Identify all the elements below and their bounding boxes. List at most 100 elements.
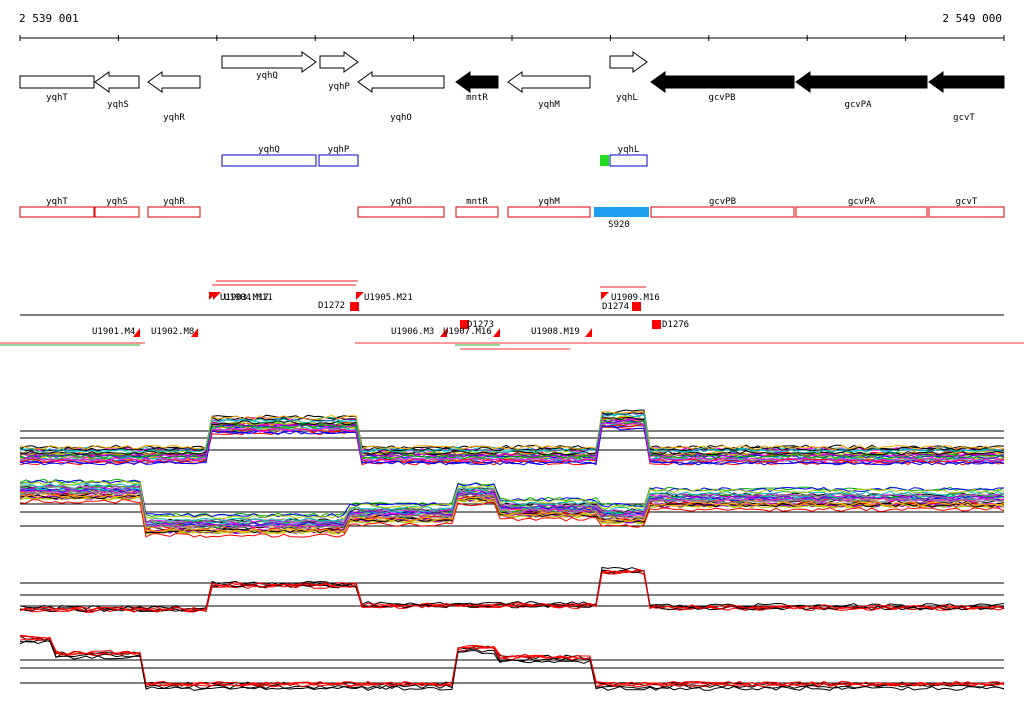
- breakpoint-marker[interactable]: [440, 328, 447, 337]
- reverse-feature-label-yqhM: yqhM: [538, 197, 560, 207]
- expression-panel-2-series: [19, 484, 1005, 524]
- expression-panel-3-series: [19, 570, 1005, 613]
- expression-panel-3-series: [19, 568, 1005, 612]
- reverse-feature-gcvPB[interactable]: [650, 206, 795, 218]
- expression-panel-1-series: [19, 411, 1005, 452]
- expression-panel-4-series: [19, 639, 1005, 690]
- breakpoint-label: U1905.M21: [364, 293, 413, 303]
- breakpoint-label: U1909.M16: [611, 293, 660, 303]
- breakpoint-label: U1907.M16: [443, 327, 492, 337]
- reverse-feature-gcvT[interactable]: [928, 206, 1005, 218]
- expression-panel-2-series: [19, 480, 1005, 520]
- forward-feature-yqhQ[interactable]: [221, 154, 317, 167]
- expression-panel-2-series: [19, 493, 1005, 533]
- forward-feature-yqhL[interactable]: [609, 154, 648, 167]
- expression-panel-1-series: [19, 410, 1005, 450]
- gene-arrow-gcvT[interactable]: [928, 71, 1005, 93]
- gene-arrow-mntR[interactable]: [455, 71, 499, 93]
- expression-panel-1-series: [19, 425, 1005, 466]
- breakpoint-marker[interactable]: [585, 328, 592, 337]
- expression-panel-1-series: [19, 424, 1005, 465]
- expression-panel-1-series: [19, 409, 1005, 450]
- reverse-feature-label-mntR: mntR: [466, 197, 488, 207]
- breakpoint-label: D1274: [602, 302, 629, 312]
- breakpoint-marker[interactable]: [652, 320, 661, 329]
- expression-panel-2-series: [19, 479, 1004, 519]
- end-coordinate: 2 549 000: [942, 12, 1002, 25]
- expression-panel-4-series: [19, 635, 1005, 687]
- reverse-feature-label-yqhS: yqhS: [106, 197, 128, 207]
- gene-arrow-yqhQ[interactable]: [221, 51, 317, 73]
- gene-arrow-gcvPB[interactable]: [650, 71, 795, 93]
- expression-panel-1-series: [19, 413, 1005, 454]
- breakpoint-marker[interactable]: [632, 302, 641, 311]
- gene-arrow-yqhP[interactable]: [319, 51, 359, 73]
- expression-panel-3-series: [19, 566, 1005, 610]
- reverse-feature-label-gcvPA: gcvPA: [848, 197, 876, 207]
- gene-label-yqhR: yqhR: [163, 113, 185, 123]
- gene-arrow-yqhR[interactable]: [147, 71, 201, 93]
- expression-panel-2-series: [19, 487, 1005, 527]
- breakpoint-label: D1272: [318, 301, 345, 311]
- reverse-feature-label-yqhO: yqhO: [390, 197, 412, 207]
- breakpoint-label: U1903.M17: [220, 293, 269, 303]
- breakpoint-label: U1902.M8: [151, 327, 194, 337]
- gene-label-gcvPA: gcvPA: [844, 100, 872, 110]
- expression-panel-1-series: [19, 423, 1005, 464]
- breakpoint-marker[interactable]: [213, 292, 221, 300]
- reverse-feature-yqhR[interactable]: [147, 206, 201, 218]
- forward-feature-yqhP[interactable]: [318, 154, 359, 167]
- breakpoint-marker[interactable]: [350, 302, 359, 311]
- small-rna-label: S920: [608, 220, 630, 230]
- gene-label-yqhO: yqhO: [390, 113, 412, 123]
- gene-label-yqhP: yqhP: [328, 82, 350, 92]
- small-rna-s920[interactable]: [594, 207, 649, 217]
- breakpoint-marker[interactable]: [601, 292, 609, 300]
- breakpoint-label: U1904.M11: [224, 293, 273, 303]
- expression-panel-1-series: [19, 422, 1005, 463]
- reverse-feature-yqhS[interactable]: [94, 206, 140, 218]
- expression-panel-1-series: [19, 419, 1005, 460]
- expression-panel-2-series: [19, 489, 1005, 529]
- gene-label-gcvT: gcvT: [953, 113, 975, 123]
- gene-arrow-yqhS[interactable]: [94, 71, 140, 93]
- breakpoint-marker[interactable]: [191, 328, 198, 337]
- gene-label-yqhM: yqhM: [538, 100, 560, 110]
- gene-arrow-gcvPA[interactable]: [795, 71, 928, 93]
- gene-label-gcvPB: gcvPB: [708, 93, 735, 103]
- reverse-feature-label-gcvPB: gcvPB: [709, 197, 736, 207]
- breakpoint-marker[interactable]: [460, 320, 469, 329]
- expression-panel-4-series: [19, 636, 1005, 687]
- breakpoint-marker[interactable]: [493, 328, 500, 337]
- gene-label-yqhQ: yqhQ: [256, 71, 278, 81]
- gene-label-yqhS: yqhS: [107, 100, 129, 110]
- breakpoint-marker[interactable]: [356, 292, 364, 300]
- expression-panel-4-series: [19, 636, 1005, 688]
- expression-panel-4-series: [19, 635, 1005, 686]
- expression-panel-4-series: [19, 639, 1005, 691]
- reverse-feature-yqhO[interactable]: [357, 206, 445, 218]
- breakpoint-label: U1901.M4: [92, 327, 135, 337]
- expression-panel-1-series: [19, 418, 1005, 459]
- gene-arrow-yqhT[interactable]: [19, 75, 95, 89]
- reverse-feature-mntR[interactable]: [455, 206, 499, 218]
- expression-panel-1-series: [19, 412, 1005, 453]
- breakpoint-label: U1906.M3: [391, 327, 434, 337]
- breakpoint-label: D1276: [662, 320, 689, 330]
- breakpoint-marker[interactable]: [133, 328, 140, 337]
- forward-feature-label-yqhQ: yqhQ: [258, 145, 280, 155]
- gene-label-yqhL: yqhL: [616, 93, 638, 103]
- gene-arrow-yqhL[interactable]: [609, 51, 648, 73]
- reverse-feature-yqhM[interactable]: [507, 206, 591, 218]
- gene-arrow-yqhO[interactable]: [357, 71, 445, 93]
- gene-arrow-yqhM[interactable]: [507, 71, 591, 93]
- gene-label-yqhT: yqhT: [46, 93, 68, 103]
- reverse-feature-yqhT[interactable]: [19, 206, 95, 218]
- reverse-feature-label-yqhR: yqhR: [163, 197, 185, 207]
- reverse-feature-gcvPA[interactable]: [795, 206, 928, 218]
- upshift-marker: [600, 155, 609, 166]
- expression-panel-2-series: [19, 483, 1005, 522]
- forward-feature-label-yqhP: yqhP: [328, 145, 350, 155]
